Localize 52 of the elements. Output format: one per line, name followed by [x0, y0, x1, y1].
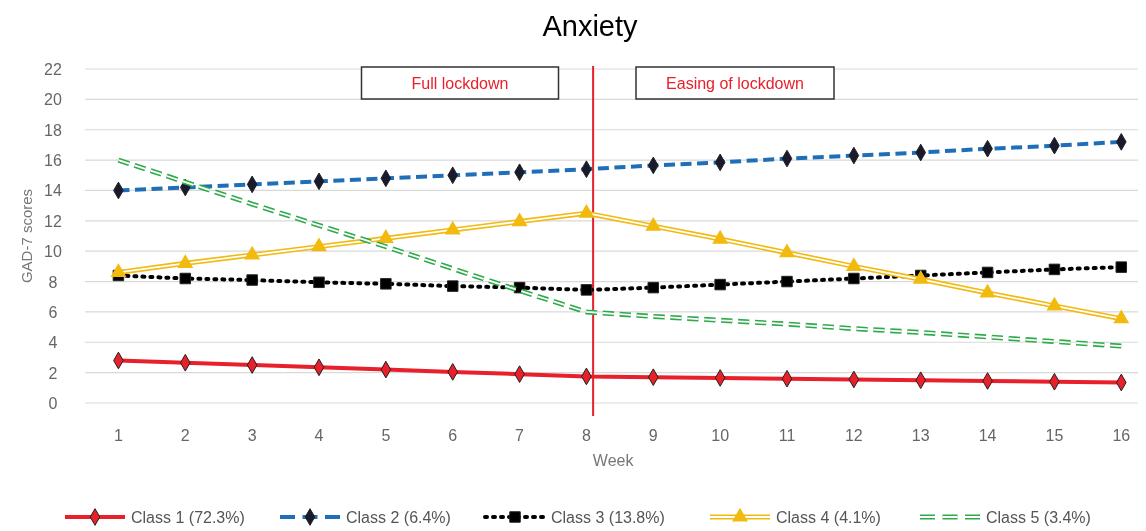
y-tick-label: 8	[48, 273, 58, 291]
point	[647, 281, 660, 294]
y-tick-label: 20	[44, 91, 62, 109]
x-tick-label: 3	[247, 427, 257, 444]
x-axis-title: Week	[592, 452, 635, 469]
y-tick-label: 22	[44, 61, 62, 78]
x-tick-label: 7	[515, 427, 525, 444]
y-tick-label: 0	[48, 395, 58, 412]
point	[380, 278, 392, 290]
x-tick-label: 1	[113, 427, 123, 444]
point	[714, 278, 726, 291]
x-tick-label: 4	[314, 427, 324, 444]
legend-label: Class 1 (72.3%)	[131, 509, 245, 526]
x-tick-label: 11	[778, 427, 796, 444]
x-tick-label: 8	[581, 427, 591, 444]
x-tick-label: 10	[711, 427, 730, 444]
point	[446, 280, 459, 292]
y-tick-label: 12	[44, 212, 62, 230]
x-tick-label: 13	[911, 427, 930, 444]
x-tick-label: 16	[1112, 427, 1131, 444]
x-tick-label: 12	[844, 427, 863, 444]
annotation: Full lockdown	[411, 75, 509, 92]
y-axis-title: GAD-7 scores	[18, 188, 35, 284]
legend-label: Class 5 (3.4%)	[986, 509, 1091, 526]
point	[110, 263, 127, 278]
x-tick-label: 14	[978, 427, 997, 444]
x-tick-label: 9	[648, 427, 658, 444]
y-tick-label: 14	[44, 182, 62, 200]
x-tick-label: 5	[381, 427, 391, 444]
legend-label: Class 4 (4.1%)	[776, 509, 881, 526]
y-tick-label: 2	[48, 364, 58, 382]
point	[981, 266, 994, 279]
y-tick-label: 16	[44, 152, 62, 170]
y-tick-label: 6	[48, 303, 58, 321]
point	[246, 274, 258, 286]
point	[313, 276, 325, 289]
x-tick-label: 2	[180, 427, 190, 444]
y-tick-label: 18	[44, 121, 62, 139]
point	[848, 272, 860, 285]
legend-label: Class 3 (13.8%)	[551, 509, 665, 526]
legend-label: Class 2 (6.4%)	[346, 509, 451, 526]
annotation: Easing of lockdown	[666, 75, 804, 92]
point	[1048, 263, 1061, 276]
y-tick-label: 10	[44, 243, 62, 261]
x-tick-label: 6	[448, 427, 458, 444]
point	[781, 275, 793, 288]
point	[580, 284, 593, 296]
y-tick-label: 4	[48, 334, 58, 352]
point	[1115, 261, 1128, 273]
chart-title: Anxiety	[542, 10, 639, 42]
x-tick-label: 15	[1045, 427, 1064, 444]
point	[179, 272, 192, 285]
